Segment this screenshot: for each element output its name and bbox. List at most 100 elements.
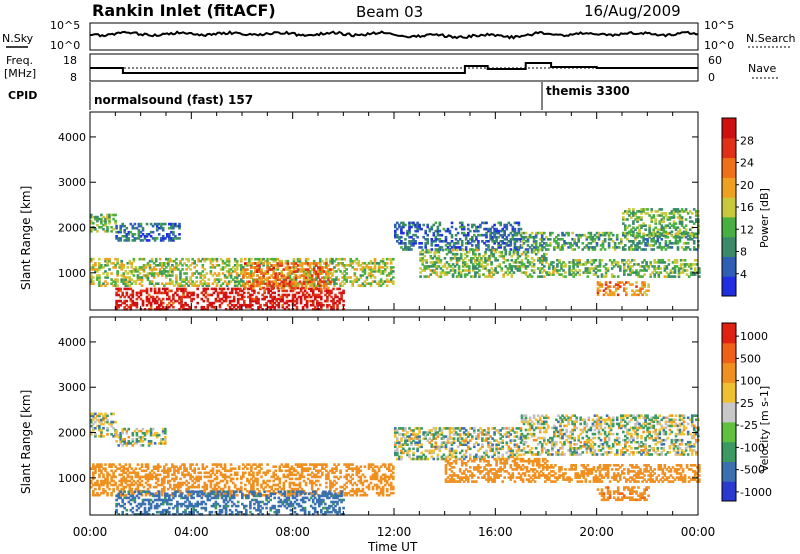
echo-cell [201,270,205,273]
echo-cell [588,269,592,272]
echo-cell [375,475,379,479]
echo-cell [373,475,377,479]
echo-cell [266,280,269,284]
echo-cell [225,264,229,267]
echo-cell [536,259,540,262]
echo-cell [480,259,483,262]
echo-cell [369,276,373,279]
echo-cell [153,239,157,242]
echo-cell [402,242,405,245]
echo-cell [452,246,456,249]
power-colorbar-label: Power [dB] [758,188,771,248]
echo-cell [329,259,332,263]
echo-cell [489,235,492,239]
echo-cell [355,493,359,497]
echo-cell [283,293,287,297]
echo-cell [608,291,612,294]
echo-cell [161,235,165,238]
echo-cell [456,242,460,245]
echo-cell [351,280,354,283]
echo-cell [268,284,271,287]
echo-cell [505,242,509,245]
echo-cell [323,463,326,466]
echo-cell [171,477,174,481]
echo-cell [619,265,622,268]
echo-cell [628,230,631,234]
echo-cell [203,276,207,279]
echo-cell [216,299,220,303]
echo-cell [154,465,158,468]
echo-cell [582,271,586,274]
echo-cell [495,235,498,239]
echo-cell [122,467,125,470]
echo-cell [327,264,330,267]
echo-cell [219,487,223,491]
echo-cell [235,262,239,265]
echo-cell [507,233,511,237]
echo-cell [288,278,292,281]
echo-cell [179,465,182,468]
echo-cell [504,250,508,254]
echo-cell [536,275,540,278]
echo-cell [455,257,459,260]
echo-cell [108,215,111,219]
echo-cell [635,273,638,276]
echo-cell [126,266,130,269]
echo-cell [137,230,141,234]
echo-cell [468,267,471,270]
echo-cell [138,477,142,481]
echo-cell [670,212,674,215]
echo-cell [329,268,332,271]
echo-cell [221,479,225,483]
echo-cell [224,293,228,297]
echo-cell [294,284,298,287]
echo-cell [185,276,188,279]
echo-cell [322,303,325,307]
echo-cell [301,293,305,297]
echo-cell [644,233,647,237]
echo-cell [638,246,641,249]
echo-cell [490,263,493,266]
echo-cell [237,282,241,285]
echo-cell [497,242,500,245]
echo-cell [225,475,229,479]
echo-cell [594,259,598,262]
echo-cell [510,254,514,258]
echo-cell [191,284,194,287]
echo-cell [479,225,482,229]
echo-cell [228,299,232,303]
echo-cell [267,287,270,291]
echo-cell [191,483,194,487]
echo-cell [499,244,502,247]
echo-cell [161,291,165,295]
echo-cell [673,259,677,262]
echo-cell [248,491,251,495]
echo-cell [312,481,316,485]
echo-cell [611,240,615,243]
echo-cell [106,262,109,265]
echo-cell [270,487,273,491]
echo-cell [209,479,213,483]
echo-cell [129,287,133,291]
echo-cell [546,273,549,276]
echo-cell [96,230,99,233]
echo-cell [118,264,121,267]
echo-cell [274,264,277,267]
echo-cell [169,274,172,277]
echo-cell [478,275,481,278]
echo-cell [336,305,339,309]
echo-cell [302,270,306,273]
echo-cell [226,303,230,307]
echo-cell [306,268,310,271]
echo-cell [286,491,290,495]
echo-cell [246,463,249,466]
echo-cell [418,246,421,249]
echo-cell [98,467,101,470]
echo-cell [591,240,595,243]
echo-cell [258,282,261,286]
echo-cell [497,231,500,235]
echo-cell [252,487,255,491]
colorbar-swatch [722,236,736,257]
echo-cell [575,242,578,245]
echo-cell [589,233,593,237]
